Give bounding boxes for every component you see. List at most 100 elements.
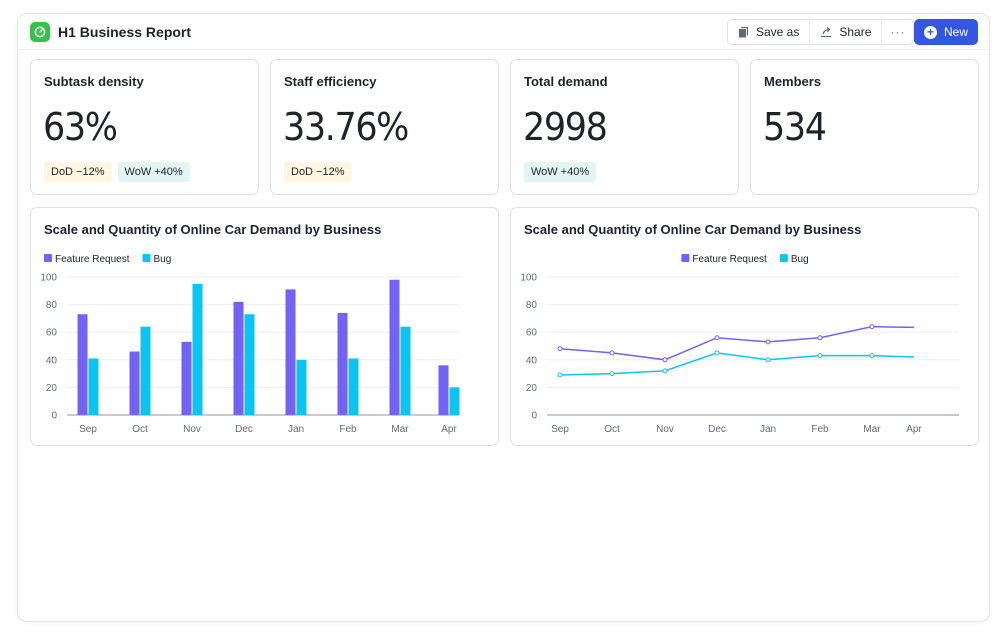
data-point [869,324,875,330]
data-point [557,372,563,378]
data-point [662,368,668,374]
save-as-label: Save as [756,25,800,39]
legend-label: Feature Request [692,254,767,265]
dod-badge: DoD −12% [284,162,352,182]
x-tick-label: Apr [906,424,922,435]
data-point [817,353,823,359]
bar-bug [244,314,255,415]
divider [881,20,883,44]
data-point [609,350,615,356]
x-tick-label: Oct [132,424,148,435]
y-tick-label: 80 [526,300,538,311]
x-tick-label: Dec [235,424,253,435]
bar-chart-card: Scale and Quantity of Online Car Demand … [30,207,499,446]
line-chart-card: Scale and Quantity of Online Car Demand … [510,207,979,446]
x-tick-label: Sep [551,424,569,435]
bar-bug [449,387,460,415]
share-button[interactable]: Share [810,20,881,44]
kpi-value: 63% [43,105,118,149]
y-tick-label: 0 [51,411,57,422]
data-point [765,339,771,345]
bar-feature-request [129,351,140,415]
bar-bug [88,358,99,415]
data-point [765,357,771,363]
kpi-value: 2998 [523,105,608,149]
x-tick-label: Sep [79,424,97,435]
x-tick-label: Mar [391,424,409,435]
x-tick-label: Oct [604,424,620,435]
save-as-button[interactable]: Save as [728,20,809,44]
y-tick-label: 100 [520,273,537,284]
x-tick-label: Apr [441,424,457,435]
data-point [817,335,823,341]
plus-circle-icon: + [923,25,937,39]
line-chart: Feature Request Bug 0 20 40 60 80 100 Sep Oct Nov D… [520,254,959,435]
divider [809,20,811,44]
kpi-label: Staff efficiency [284,74,377,89]
chart-title: Scale and Quantity of Online Car Demand … [524,222,862,237]
y-tick-label: 40 [526,355,538,366]
y-tick-label: 100 [40,273,57,284]
data-point [662,357,668,363]
legend-label: Bug [791,254,809,265]
legend-swatch [142,254,151,262]
kpi-card-staff-efficiency: Staff efficiency 33.76% DoD −12% [270,59,499,195]
bar-bug [140,326,151,415]
header-bar: H1 Business Report Save as Share ··· + N… [18,14,989,50]
bar-feature-request [181,341,192,415]
kpi-label: Members [764,74,822,89]
wow-badge: WoW +40% [117,162,190,182]
bar-feature-request [337,312,348,415]
legend-swatch [779,254,788,262]
y-tick-label: 20 [526,383,538,394]
share-icon [821,27,832,38]
x-tick-label: Feb [339,424,357,435]
report-window: H1 Business Report Save as Share ··· + N… [17,13,990,622]
y-tick-label: 0 [531,411,537,422]
more-options-button[interactable]: ··· [882,20,913,44]
bar-feature-request [389,279,400,415]
data-point [609,371,615,377]
bar-bug [400,326,411,415]
chart-title: Scale and Quantity of Online Car Demand … [44,222,382,237]
share-label: Share [839,25,872,39]
legend-swatch [44,254,52,262]
data-point [557,346,563,352]
x-tick-label: Nov [183,424,201,435]
y-tick-label: 40 [46,355,58,366]
kpi-card-members: Members 534 [750,59,979,195]
x-tick-label: Jan [288,424,304,435]
bar-feature-request [438,365,449,415]
bar-chart: Feature Request Bug 0 20 40 60 80 100 Sep Oct Nov D… [40,254,460,435]
bar-bug [296,359,307,415]
page-title: H1 Business Report [58,24,192,40]
kpi-value: 33.76% [283,105,409,149]
legend-label: Feature Request [55,254,130,265]
new-button[interactable]: + New [914,19,978,45]
x-tick-label: Jan [760,424,776,435]
legend: Feature Request Bug [681,254,809,265]
bar-feature-request [285,289,296,415]
kpi-label: Subtask density [44,74,144,89]
legend-label: Bug [154,254,172,265]
data-point [869,353,875,359]
y-tick-label: 20 [46,383,58,394]
kpi-value: 534 [763,105,827,149]
kpi-card-total-demand: Total demand 2998 WoW +40% [510,59,739,195]
dod-badge: DoD −12% [44,162,112,182]
bar-feature-request [77,314,88,415]
line-feature-request [559,325,915,361]
x-tick-label: Feb [811,424,829,435]
data-point [714,335,720,341]
gauge-icon [30,22,50,42]
x-tick-label: Mar [863,424,881,435]
new-label: New [943,25,968,39]
toolbar-button-group: Save as Share ··· [727,19,915,45]
wow-badge: WoW +40% [524,162,597,182]
kpi-card-subtask-density: Subtask density 63% DoD −12% WoW +40% [30,59,259,195]
bar-bug [192,283,203,415]
line-bug [559,352,915,376]
y-tick-label: 60 [526,328,538,339]
x-tick-label: Nov [656,424,674,435]
data-point [714,350,720,356]
